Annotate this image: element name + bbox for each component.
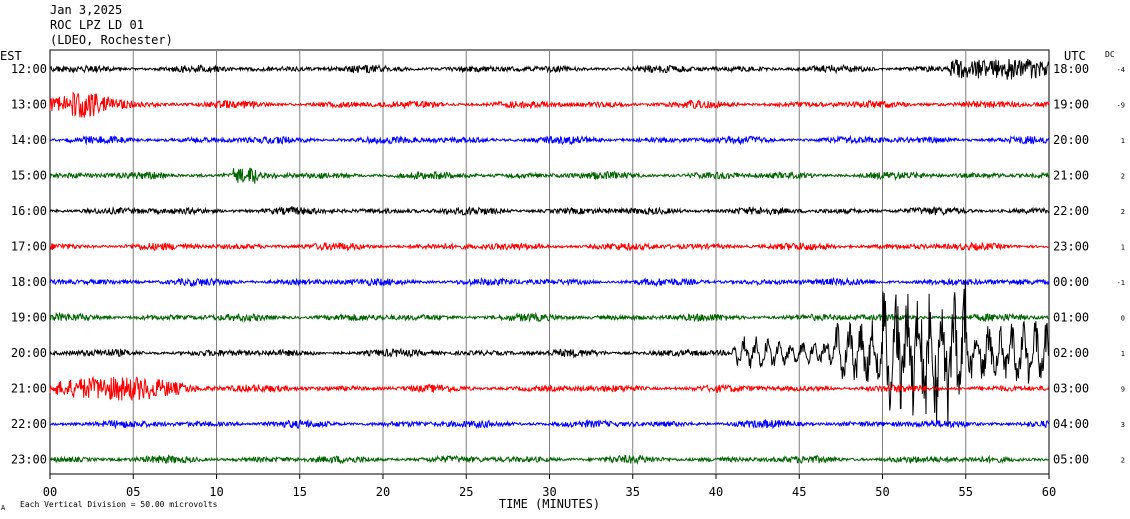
est-hour-label: 22:00 (11, 417, 47, 431)
dc-offset-label: 1 (1121, 350, 1125, 358)
x-tick-label: 05 (126, 485, 140, 499)
dc-offset-label: 3 (1121, 421, 1125, 429)
dc-offset-label: 2 (1121, 457, 1125, 465)
dc-offset-label: 2 (1121, 208, 1125, 216)
trace-line (49, 91, 1050, 118)
left-axis-title: EST (0, 49, 22, 63)
est-hour-label: 15:00 (11, 169, 47, 183)
x-tick-label: 30 (542, 485, 556, 499)
est-hour-label: 21:00 (11, 382, 47, 396)
dc-offset-label: 2 (1121, 173, 1125, 181)
est-hour-label: 16:00 (11, 204, 47, 218)
x-tick-label: 00 (43, 485, 57, 499)
est-hour-label: 20:00 (11, 346, 47, 360)
trace-line (49, 134, 1050, 146)
est-hour-label: 17:00 (11, 240, 47, 254)
utc-hour-label: 20:00 (1053, 133, 1089, 147)
utc-hour-label: 23:00 (1053, 240, 1089, 254)
x-tick-label: 50 (875, 485, 889, 499)
utc-hour-label: 05:00 (1053, 453, 1089, 467)
scale-note: Each Vertical Division = 50.00 microvolt… (20, 500, 218, 509)
dc-offset-label: 9 (1121, 386, 1125, 394)
x-tick-label: 55 (959, 485, 973, 499)
est-hour-label: 19:00 (11, 311, 47, 325)
utc-hour-label: 19:00 (1053, 98, 1089, 112)
dc-offset-label: 0 (1121, 315, 1125, 323)
trace-line (49, 375, 1050, 401)
footer-mark: A (1, 504, 6, 512)
dc-offset-label: -9 (1117, 102, 1125, 110)
x-axis-label: TIME (MINUTES) (499, 497, 600, 511)
trace-line (49, 454, 1050, 465)
trace-line (49, 418, 1050, 430)
est-hour-label: 13:00 (11, 98, 47, 112)
est-hour-label: 12:00 (11, 62, 47, 76)
x-tick-label: 25 (459, 485, 473, 499)
utc-hour-label: 02:00 (1053, 346, 1089, 360)
dc-offset-label: 1 (1121, 244, 1125, 252)
est-hour-label: 18:00 (11, 275, 47, 289)
station-label: ROC LPZ LD 01 (50, 18, 144, 32)
x-tick-label: 20 (376, 485, 390, 499)
utc-hour-label: 03:00 (1053, 382, 1089, 396)
utc-hour-label: 22:00 (1053, 204, 1089, 218)
date-label: Jan 3,2025 (50, 3, 123, 17)
trace-line (49, 276, 1050, 288)
utc-hour-label: 18:00 (1053, 62, 1089, 76)
utc-hour-label: 04:00 (1053, 417, 1089, 431)
trace-line (49, 167, 1050, 184)
dc-column-title: DC (1105, 50, 1115, 59)
right-axis-title: UTC (1064, 49, 1086, 63)
x-tick-label: 15 (293, 485, 307, 499)
trace-line (49, 241, 1050, 252)
dc-offset-label: 1 (1121, 137, 1125, 145)
x-tick-label: 10 (209, 485, 223, 499)
x-tick-label: 60 (1042, 485, 1056, 499)
network-label: (LDEO, Rochester) (50, 33, 173, 47)
utc-hour-label: 00:00 (1053, 275, 1089, 289)
trace-line (49, 279, 1050, 425)
utc-hour-label: 21:00 (1053, 169, 1089, 183)
utc-hour-label: 01:00 (1053, 311, 1089, 325)
trace-line (49, 58, 1050, 80)
est-hour-label: 23:00 (11, 453, 47, 467)
dc-offset-label: -1 (1117, 279, 1125, 287)
x-tick-label: 45 (792, 485, 806, 499)
dc-offset-label: -4 (1117, 66, 1125, 74)
x-tick-label: 40 (709, 485, 723, 499)
trace-line (49, 205, 1050, 216)
est-hour-label: 14:00 (11, 133, 47, 147)
x-tick-label: 35 (626, 485, 640, 499)
